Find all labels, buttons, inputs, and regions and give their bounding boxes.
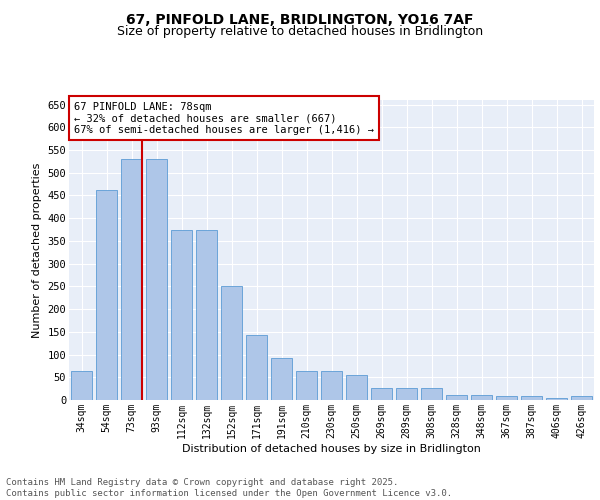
Bar	[196, 230, 217, 400]
X-axis label: Distribution of detached houses by size in Bridlington: Distribution of detached houses by size …	[182, 444, 481, 454]
Bar	[396, 388, 417, 400]
Bar	[421, 388, 442, 400]
Bar	[446, 395, 467, 400]
Bar	[146, 159, 167, 400]
Y-axis label: Number of detached properties: Number of detached properties	[32, 162, 42, 338]
Bar	[296, 372, 317, 400]
Text: 67, PINFOLD LANE, BRIDLINGTON, YO16 7AF: 67, PINFOLD LANE, BRIDLINGTON, YO16 7AF	[126, 12, 474, 26]
Bar	[246, 335, 267, 400]
Bar	[71, 372, 92, 400]
Bar	[96, 190, 117, 400]
Bar	[546, 398, 567, 400]
Bar	[221, 286, 242, 400]
Text: Size of property relative to detached houses in Bridlington: Size of property relative to detached ho…	[117, 25, 483, 38]
Bar	[321, 372, 342, 400]
Text: 67 PINFOLD LANE: 78sqm
← 32% of detached houses are smaller (667)
67% of semi-de: 67 PINFOLD LANE: 78sqm ← 32% of detached…	[74, 102, 374, 134]
Bar	[496, 396, 517, 400]
Bar	[471, 395, 492, 400]
Bar	[521, 396, 542, 400]
Bar	[571, 396, 592, 400]
Bar	[121, 159, 142, 400]
Bar	[171, 230, 192, 400]
Bar	[371, 388, 392, 400]
Bar	[346, 375, 367, 400]
Text: Contains HM Land Registry data © Crown copyright and database right 2025.
Contai: Contains HM Land Registry data © Crown c…	[6, 478, 452, 498]
Bar	[271, 358, 292, 400]
